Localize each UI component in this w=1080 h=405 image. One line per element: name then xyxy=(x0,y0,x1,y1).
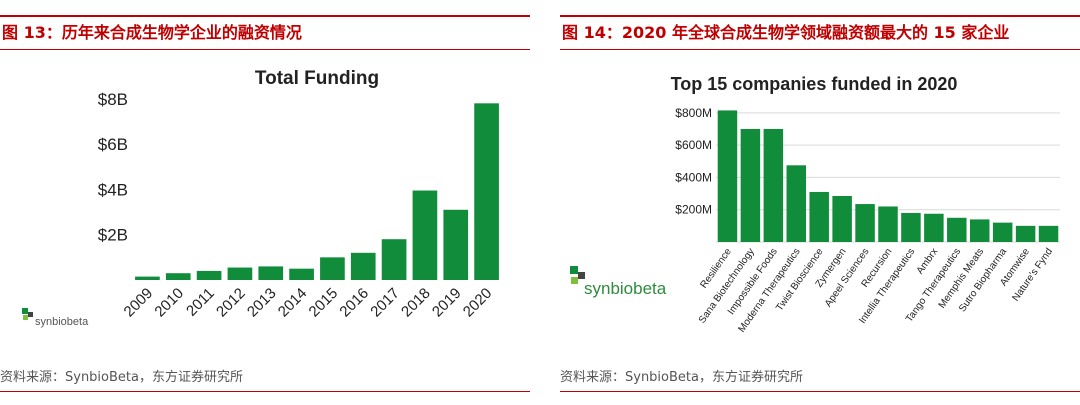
bar-2010 xyxy=(165,273,191,280)
bar-2018 xyxy=(412,190,438,280)
figure-14-source: 资料来源：SynbioBeta，东方证券研究所 xyxy=(560,365,1080,392)
x-tick-label: 2016 xyxy=(336,285,372,321)
bar-2013 xyxy=(258,266,284,280)
logo-mark-icon xyxy=(571,277,578,284)
bar-resilience xyxy=(717,110,738,242)
bar-2016 xyxy=(350,252,376,280)
bar-zymergen xyxy=(832,195,852,242)
x-tick-label: 2011 xyxy=(183,285,218,320)
figure-14-title: 图 14：2020 年全球合成生物学领域融资额最大的 15 家企业 xyxy=(560,15,1080,50)
y-tick-label: $200M xyxy=(675,203,712,217)
y-tick-label: $4B xyxy=(98,180,128,199)
logo-mark-icon xyxy=(28,312,33,317)
bar-2017 xyxy=(381,239,407,280)
bar-sutro-biopharma xyxy=(992,222,1013,242)
x-tick-label: 2014 xyxy=(275,285,311,321)
bar-nature-s-fynd xyxy=(1038,225,1059,242)
y-tick-label: $6B xyxy=(98,135,128,154)
x-tick-label: 2015 xyxy=(306,285,342,321)
x-tick-label: 2010 xyxy=(151,285,187,321)
bar-impossible-foods xyxy=(763,128,784,242)
x-tick-label: 2018 xyxy=(398,285,434,321)
bar-2014 xyxy=(289,268,314,280)
bar-recursion xyxy=(878,206,898,242)
figure-13-source: 资料来源：SynbioBeta，东方证券研究所 xyxy=(0,365,530,392)
bar-tango-therapeutics xyxy=(947,217,967,242)
bar-ambrx xyxy=(924,213,944,242)
chart-title: Total Funding xyxy=(255,68,379,89)
x-tick-label: 2012 xyxy=(213,285,249,321)
bar-intellia-therapeutics xyxy=(901,212,921,242)
figure-13-title: 图 13：历年来合成生物学企业的融资情况 xyxy=(0,15,530,50)
x-tick-label: 2019 xyxy=(429,285,465,321)
total-funding-chart: synbiobeta Total Funding $2B $4B $6B $8B 2009… xyxy=(22,68,499,328)
bar-2012 xyxy=(227,267,253,280)
x-tick-label: 2009 xyxy=(121,285,157,321)
bar-sana-biotechnology xyxy=(740,128,761,242)
synbiobeta-logo: synbiobeta xyxy=(22,308,89,328)
logo-mark-icon xyxy=(22,308,28,314)
y-tick-label: $600M xyxy=(675,138,712,152)
figure-13-panel: 图 13：历年来合成生物学企业的融资情况 synbiobeta Total Fu… xyxy=(0,0,530,405)
synbiobeta-logo: synbiobeta xyxy=(570,266,667,298)
bar-moderna-therapeutics xyxy=(786,165,807,242)
bar-2020 xyxy=(474,103,499,280)
logo-mark-icon xyxy=(578,272,585,279)
y-tick-label: $800M xyxy=(675,106,712,120)
logo-mark-icon xyxy=(23,315,28,320)
logo-text: synbiobeta xyxy=(35,316,89,328)
bar-2011 xyxy=(196,270,222,280)
y-tick-label: $2B xyxy=(98,226,128,245)
x-tick-label: 2017 xyxy=(367,285,403,321)
bar-atomwise xyxy=(1015,225,1036,242)
y-tick-label: $400M xyxy=(675,170,712,184)
bar-2019 xyxy=(443,209,469,280)
logo-text: synbiobeta xyxy=(584,279,667,298)
x-tick-label: 2013 xyxy=(244,285,280,321)
bar-memphis-meats xyxy=(969,219,990,242)
bar-apeel-sciences xyxy=(855,204,875,242)
figure-14-panel: 图 14：2020 年全球合成生物学领域融资额最大的 15 家企业 synbio… xyxy=(560,0,1080,405)
bar-twist-bioscience xyxy=(809,191,829,242)
logo-mark-icon xyxy=(570,266,578,274)
top15-companies-chart: synbiobeta Top 15 companies funded in 20… xyxy=(570,74,1060,335)
bar-2009 xyxy=(135,276,160,280)
x-tick-label: 2020 xyxy=(460,285,496,321)
chart-title: Top 15 companies funded in 2020 xyxy=(671,74,958,94)
bar-2015 xyxy=(320,257,345,280)
y-tick-label: $8B xyxy=(98,90,128,109)
